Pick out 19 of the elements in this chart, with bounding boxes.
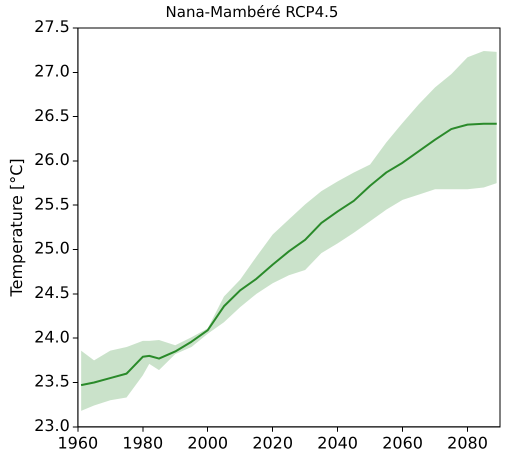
y-axis-title: Temperature [°C] [6,158,26,298]
chart-title: Nana-Mambéré RCP4.5 [166,2,338,21]
y-tick-label: 25.0 [34,238,70,258]
x-tick-label: 1980 [122,434,164,453]
x-tick-label: 2020 [252,434,294,453]
y-tick-label: 27.5 [34,17,70,36]
y-tick-label: 26.0 [34,150,70,170]
x-tick-label: 1960 [57,434,98,453]
y-tick-label: 27.0 [34,61,70,80]
x-tick-label: 2000 [187,434,228,453]
y-tick-label: 24.5 [34,283,70,302]
y-tick-label: 23.0 [34,416,70,435]
y-tick-label: 23.5 [34,372,70,391]
x-tick-label: 2040 [317,434,358,453]
y-tick-label: 26.5 [34,106,70,125]
y-tick-label: 24.0 [34,327,70,346]
y-tick-label: 25.5 [34,194,70,214]
x-tick-label: 2060 [382,434,423,453]
x-tick-label: 2080 [447,434,488,453]
